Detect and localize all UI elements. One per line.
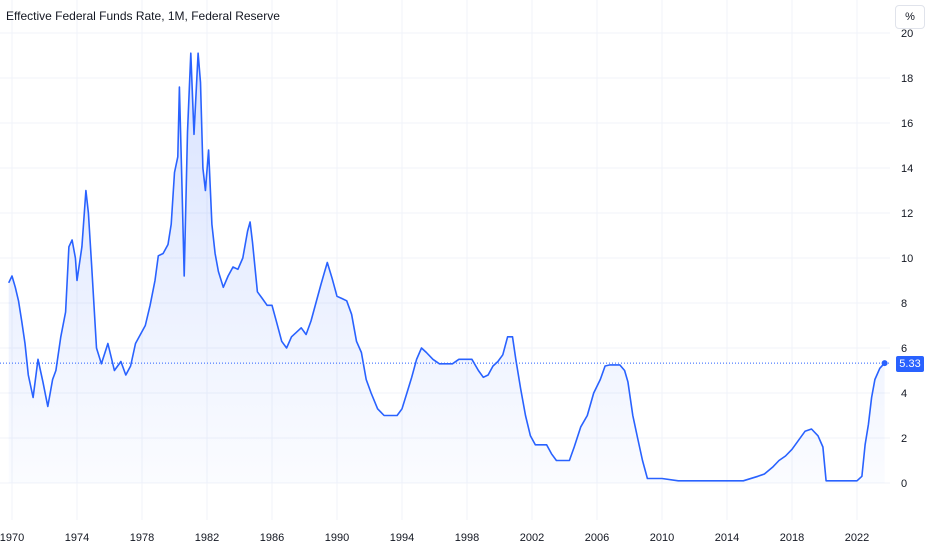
y-tick-label: 14 [901, 163, 913, 175]
x-tick-label: 2010 [650, 532, 674, 544]
y-tick-label: 4 [901, 388, 907, 400]
x-tick-label: 2014 [715, 532, 739, 544]
x-tick-label: 1982 [195, 532, 219, 544]
last-value-badge: 5.33 [896, 356, 924, 372]
y-tick-label: 20 [901, 28, 913, 40]
y-tick-label: 18 [901, 73, 913, 85]
y-tick-label: 2 [901, 433, 907, 445]
chart-title: Effective Federal Funds Rate, 1M, Federa… [6, 9, 280, 23]
x-tick-label: 2006 [585, 532, 609, 544]
x-tick-label: 2002 [520, 532, 544, 544]
x-tick-label: 1994 [390, 532, 414, 544]
y-tick-label: 6 [901, 343, 907, 355]
x-tick-label: 2018 [780, 532, 804, 544]
series-line [7, 52, 886, 482]
x-tick-label: 1974 [65, 532, 89, 544]
series-area [8, 53, 885, 483]
y-tick-label: 12 [901, 208, 913, 220]
y-tick-label: 0 [901, 478, 907, 490]
x-tick-label: 1978 [130, 532, 154, 544]
y-tick-label: 8 [901, 298, 907, 310]
last-value-marker [881, 360, 888, 367]
x-tick-label: 1998 [455, 532, 479, 544]
y-axis: 0 2 4 6 8 10 12 14 16 18 20 [901, 28, 913, 490]
x-tick-label: 1970 [0, 532, 24, 544]
y-tick-label: 16 [901, 118, 913, 130]
x-tick-label: 2022 [845, 532, 869, 544]
unit-toggle-button[interactable]: % [895, 5, 925, 29]
x-tick-label: 1990 [325, 532, 349, 544]
x-tick-label: 1986 [260, 532, 284, 544]
y-tick-label: 10 [901, 253, 913, 265]
x-axis: 1970 1974 1978 1982 1986 1990 1994 1998 2002 2006… [0, 532, 869, 544]
